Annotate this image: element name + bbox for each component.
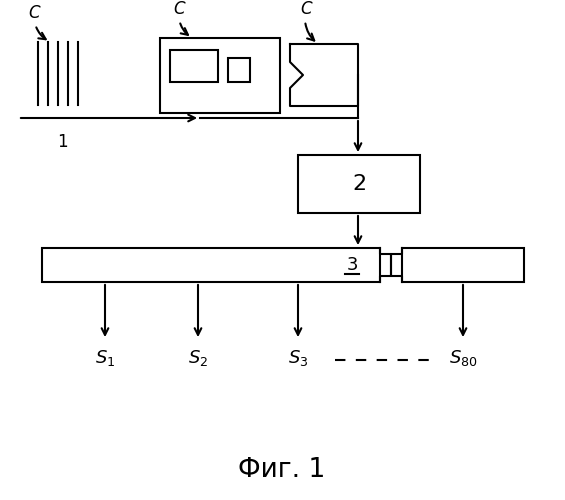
Bar [160,38,280,113]
Text: $S_{80}$: $S_{80}$ [449,348,477,368]
Text: C: C [28,4,46,39]
Text: 1: 1 [56,133,67,151]
Text: $S_3$: $S_3$ [288,348,308,368]
Bar [228,58,250,82]
Text: $S_2$: $S_2$ [188,348,208,368]
Bar [170,50,218,82]
Text: Фиг. 1: Фиг. 1 [238,457,325,483]
Bar [298,155,420,213]
Text: C: C [173,0,188,35]
Bar [402,248,524,282]
Bar [42,248,380,282]
Text: C: C [300,0,314,40]
Text: 2: 2 [352,174,366,194]
Text: $S_1$: $S_1$ [95,348,115,368]
Text: 3: 3 [346,256,358,274]
